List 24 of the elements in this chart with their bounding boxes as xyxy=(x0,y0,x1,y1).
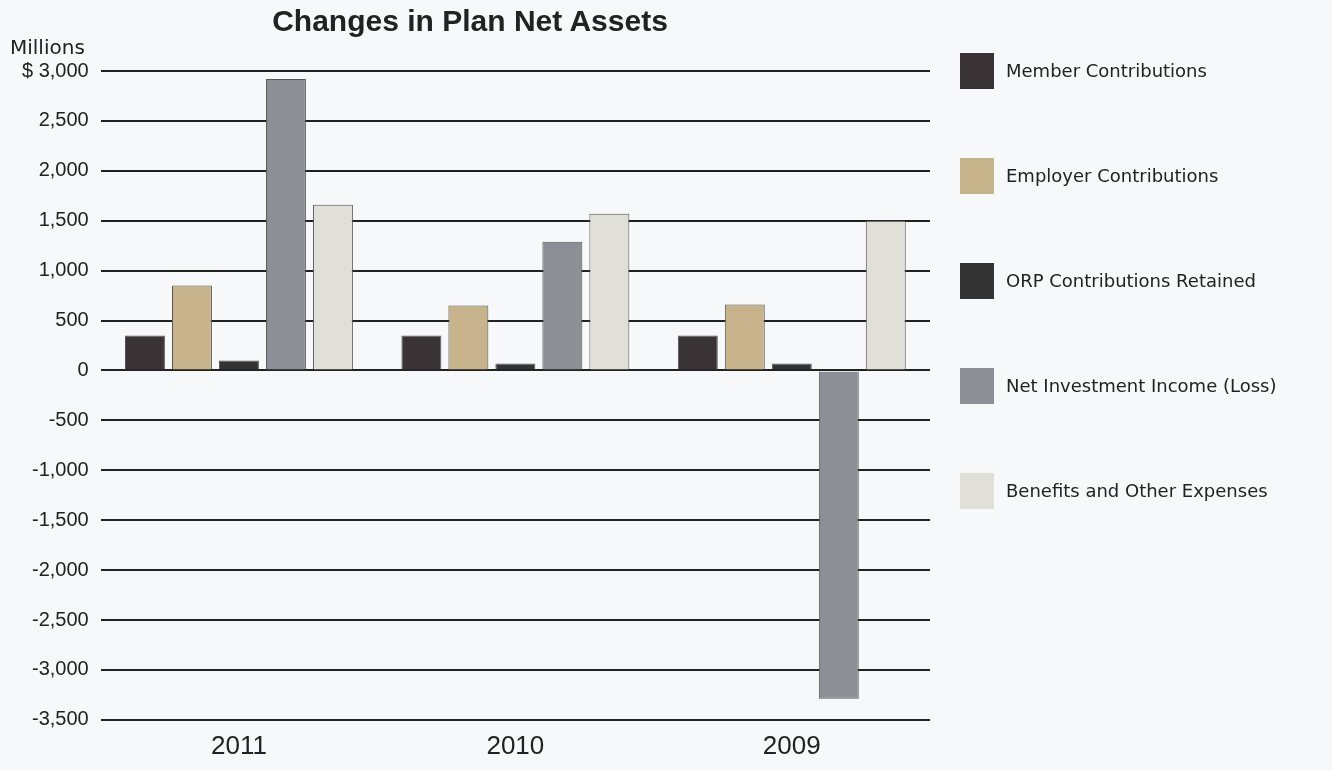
y-tick-label: -3,500 xyxy=(32,707,89,730)
legend-label: Employer Contributions xyxy=(1006,165,1219,186)
y-tick-label: -500 xyxy=(48,407,89,430)
y-tick-label: -1,500 xyxy=(32,507,89,530)
legend-label: ORP Contributions Retained xyxy=(1006,270,1256,291)
y-tick-label: -2,000 xyxy=(32,557,89,580)
y-tick-label: 2,500 xyxy=(38,108,89,131)
y-tick-label: 1,500 xyxy=(38,208,89,231)
y-tick-label: 2,000 xyxy=(38,158,89,181)
y-tick-label: -3,000 xyxy=(32,657,89,680)
legend-label: Benefits and Other Expenses xyxy=(1006,480,1268,501)
y-tick-label: 1,000 xyxy=(38,258,89,281)
x-tick-label: 2010 xyxy=(486,729,545,760)
legend-label: Net Investment Income (Loss) xyxy=(1006,375,1277,396)
x-tick-label: 2011 xyxy=(210,729,267,760)
y-tick-label: $ 3,000 xyxy=(21,58,89,81)
y-tick-label: -2,500 xyxy=(32,607,89,630)
y-tick-label: 500 xyxy=(55,308,89,331)
y-axis-title: Millions xyxy=(10,35,85,60)
y-tick-label: -1,000 xyxy=(32,457,89,480)
y-tick-label: 0 xyxy=(77,357,89,380)
legend-label: Member Contributions xyxy=(1006,60,1207,81)
x-tick-label: 2009 xyxy=(762,729,821,760)
chart-title: Changes in Plan Net Assets xyxy=(272,4,668,38)
